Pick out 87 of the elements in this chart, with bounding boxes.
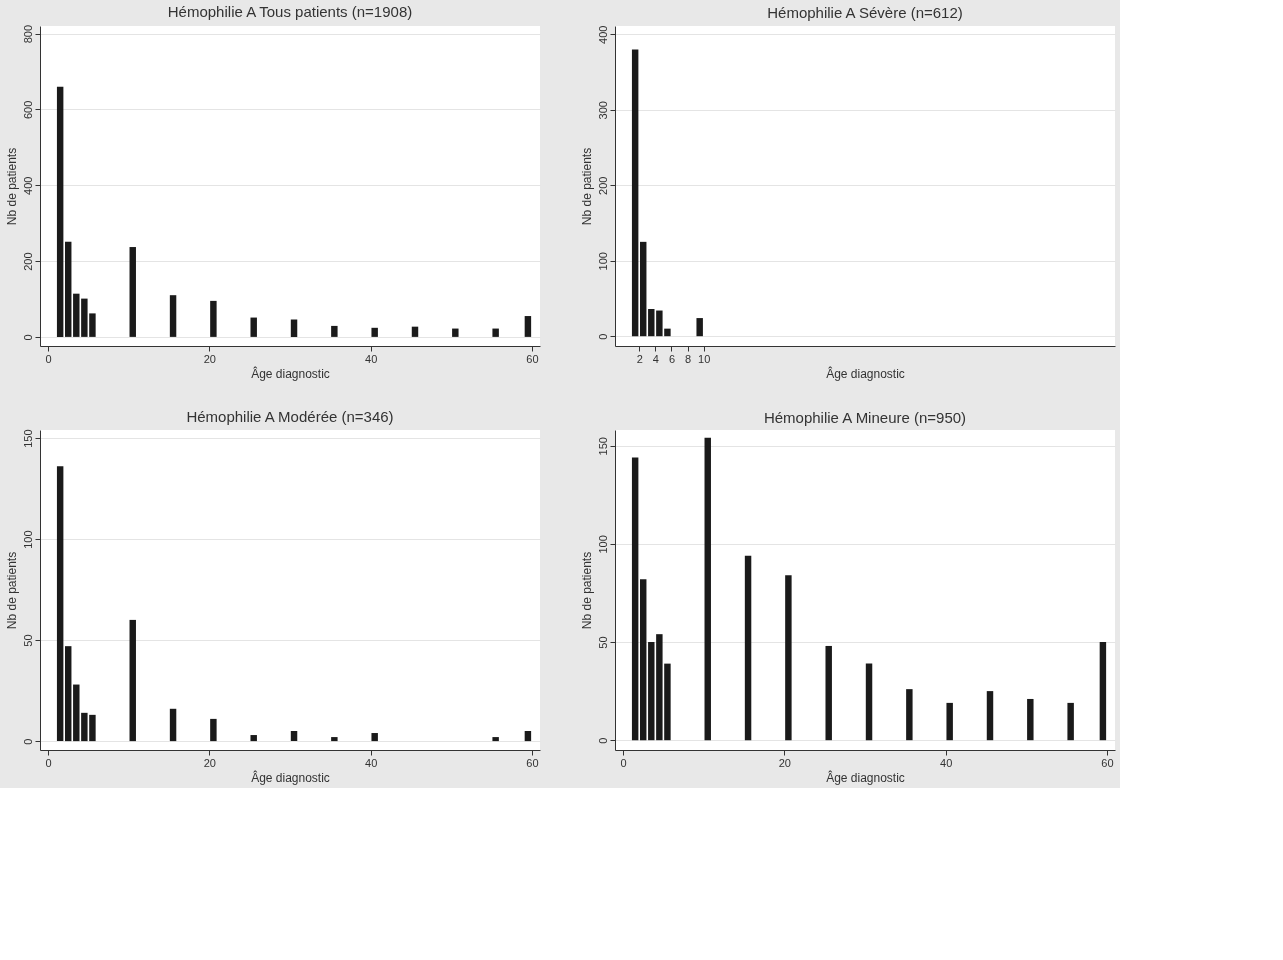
y-tick-label: 50 xyxy=(21,634,34,647)
y-tick-label: 300 xyxy=(596,101,609,120)
bar xyxy=(631,49,639,337)
x-tick-label: 60 xyxy=(1101,756,1114,769)
x-axis-title: Âge diagnostic xyxy=(826,365,905,381)
x-tick-label: 6 xyxy=(668,352,676,365)
bar xyxy=(169,708,177,742)
x-tick-label: 0 xyxy=(45,352,52,365)
bar xyxy=(640,579,647,741)
bar xyxy=(492,328,499,337)
bar xyxy=(169,295,177,337)
x-tick-label: 40 xyxy=(365,756,378,769)
x-tick-label: 0 xyxy=(620,756,627,769)
bar xyxy=(704,437,711,741)
x-tick-label: 4 xyxy=(652,352,659,365)
y-tick-label: 50 xyxy=(596,636,609,649)
y-tick-label: 0 xyxy=(596,737,609,744)
bar xyxy=(865,663,873,741)
x-tick-label: 20 xyxy=(203,352,216,365)
bar xyxy=(631,457,639,741)
y-axis-title: Nb de patients xyxy=(579,147,594,226)
y-tick-label: 200 xyxy=(596,176,609,195)
y-tick-label: 400 xyxy=(596,25,609,44)
x-tick-label: 10 xyxy=(698,352,711,365)
y-axis-title: Nb de patients xyxy=(4,551,19,630)
bar xyxy=(290,731,298,742)
bar xyxy=(331,325,338,337)
x-tick-label: 20 xyxy=(203,756,216,769)
bar xyxy=(1067,702,1074,741)
bar xyxy=(210,718,217,742)
bar xyxy=(250,735,257,742)
y-axis-title: Nb de patients xyxy=(4,147,19,226)
bar xyxy=(1099,642,1107,741)
bar xyxy=(56,466,64,742)
y-tick-label: 0 xyxy=(21,738,34,745)
bar xyxy=(129,247,136,337)
bar xyxy=(744,555,752,741)
x-tick-label: 20 xyxy=(778,756,791,769)
x-tick-label: 60 xyxy=(526,352,539,365)
x-tick-label: 8 xyxy=(685,352,692,365)
chart-title: Hémophilie A Sévère (n=612) xyxy=(767,4,963,22)
y-tick-label: 800 xyxy=(21,24,34,44)
bar xyxy=(56,86,64,337)
bar xyxy=(524,316,532,337)
bar xyxy=(331,737,338,742)
bar xyxy=(210,300,217,337)
bar xyxy=(524,731,532,742)
bar xyxy=(1027,698,1034,741)
x-tick-label: 60 xyxy=(526,756,539,769)
x-axis-title: Âge diagnostic xyxy=(251,769,330,785)
y-tick-label: 150 xyxy=(596,437,609,456)
bar xyxy=(986,691,994,741)
bar xyxy=(452,328,459,337)
bar xyxy=(946,702,953,741)
chart-title: Hémophilie A Tous patients (n=1908) xyxy=(167,3,413,21)
bar xyxy=(825,645,832,741)
x-tick-label: 0 xyxy=(45,756,52,769)
y-tick-label: 100 xyxy=(21,530,34,549)
bar xyxy=(906,689,913,741)
bar xyxy=(129,619,136,742)
y-tick-label: 0 xyxy=(596,333,609,340)
bar xyxy=(411,326,419,337)
bar xyxy=(492,737,499,742)
chart-title: Hémophilie A Modérée (n=346) xyxy=(186,407,394,425)
bar xyxy=(785,575,792,741)
bar xyxy=(65,646,72,742)
y-axis-title: Nb de patients xyxy=(579,551,594,630)
y-tick-label: 150 xyxy=(21,429,34,448)
x-tick-label: 2 xyxy=(636,352,643,365)
bar xyxy=(250,317,257,337)
bar xyxy=(65,241,72,337)
x-axis-title: Âge diagnostic xyxy=(826,769,905,785)
chart-title: Hémophilie A Mineure (n=950) xyxy=(763,409,967,426)
x-tick-label: 40 xyxy=(365,352,378,365)
y-tick-label: 100 xyxy=(596,252,609,271)
bar xyxy=(371,327,378,337)
y-tick-label: 100 xyxy=(596,535,609,554)
x-axis-title: Âge diagnostic xyxy=(251,365,330,381)
y-tick-label: 0 xyxy=(21,334,34,341)
y-tick-label: 600 xyxy=(21,100,34,120)
bar xyxy=(640,241,647,337)
x-tick-label: 40 xyxy=(940,756,953,769)
bar xyxy=(696,318,703,337)
y-tick-label: 200 xyxy=(21,252,34,271)
bar xyxy=(290,319,298,337)
bar xyxy=(371,733,378,742)
y-tick-label: 400 xyxy=(21,176,34,195)
